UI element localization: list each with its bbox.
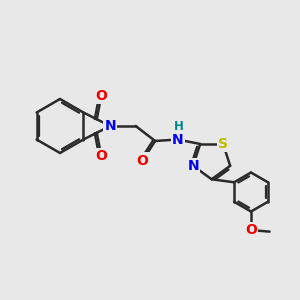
Text: O: O xyxy=(95,149,107,163)
Text: N: N xyxy=(187,159,199,173)
Text: O: O xyxy=(136,154,148,167)
Text: N: N xyxy=(104,119,116,133)
Text: O: O xyxy=(95,89,107,103)
Text: O: O xyxy=(245,223,257,237)
Text: H: H xyxy=(174,120,184,134)
Text: N: N xyxy=(172,133,184,146)
Text: S: S xyxy=(218,137,228,151)
